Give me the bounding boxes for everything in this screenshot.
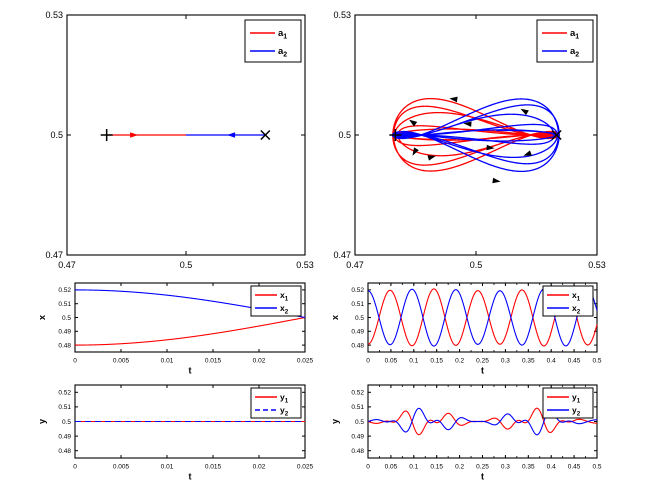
svg-text:0.35: 0.35 [522,358,535,365]
svg-text:0.15: 0.15 [430,358,443,365]
svg-text:y: y [37,419,47,424]
svg-text:y: y [330,419,340,424]
svg-text:0.47: 0.47 [58,260,76,270]
svg-text:0.5: 0.5 [592,464,601,471]
svg-text:0.2: 0.2 [455,358,464,365]
svg-text:0.25: 0.25 [476,464,489,471]
svg-text:0.49: 0.49 [58,329,71,336]
svg-text:0.47: 0.47 [346,260,364,270]
svg-text:x: x [37,315,47,320]
svg-text:t: t [189,472,192,482]
svg-text:0.48: 0.48 [351,342,364,349]
svg-text:0.015: 0.015 [205,464,222,471]
svg-text:a1: a1 [278,28,287,41]
svg-text:0.51: 0.51 [351,301,364,308]
svg-text:0.5: 0.5 [180,260,193,270]
svg-text:0.4: 0.4 [547,358,556,365]
svg-text:x1: x1 [572,290,581,303]
svg-text:0.5: 0.5 [62,419,71,426]
svg-text:x: x [330,315,340,320]
svg-text:0.005: 0.005 [113,464,130,471]
svg-text:0.48: 0.48 [58,342,71,349]
svg-text:0.53: 0.53 [296,260,314,270]
svg-text:0.4: 0.4 [547,464,556,471]
svg-text:0.5: 0.5 [355,315,364,322]
svg-text:0.3: 0.3 [501,464,510,471]
svg-text:0.52: 0.52 [351,287,364,294]
svg-text:0.45: 0.45 [568,358,581,365]
svg-text:a2: a2 [278,46,287,59]
svg-text:0.025: 0.025 [297,464,314,471]
svg-text:0: 0 [366,358,370,365]
svg-text:0.53: 0.53 [333,10,351,20]
svg-text:0.47: 0.47 [333,250,351,260]
svg-text:0.5: 0.5 [470,260,483,270]
svg-text:y2: y2 [572,405,581,418]
chart-y-vs-t-short: 0 0.005 0.01 0.015 0.02 0.025 0.48 0.49 0.5 0.51 0… [37,384,314,482]
svg-text:0.35: 0.35 [522,464,535,471]
svg-text:0.015: 0.015 [205,358,222,365]
svg-text:0: 0 [366,464,370,471]
svg-text:0.01: 0.01 [161,464,174,471]
svg-text:0.15: 0.15 [430,464,443,471]
chart-x-vs-t-long: 0 0.05 0.1 0.15 0.2 0.25 0.3 0.35 0.4 0.45 0.5 0.48… [330,282,602,376]
svg-text:0.51: 0.51 [351,404,364,411]
svg-text:a2: a2 [570,46,579,59]
svg-text:0.49: 0.49 [58,433,71,440]
svg-text:0.52: 0.52 [351,390,364,397]
svg-text:0.3: 0.3 [501,358,510,365]
svg-text:y1: y1 [280,392,289,405]
svg-text:0: 0 [73,358,77,365]
svg-text:0.52: 0.52 [58,390,71,397]
svg-text:0.1: 0.1 [409,358,418,365]
svg-text:0.005: 0.005 [113,358,130,365]
svg-text:y1: y1 [572,392,581,405]
chart-x-vs-t-short: 0 0.005 0.01 0.015 0.02 0.025 0.48 0.49 0.5 0.51 0… [37,282,314,376]
svg-text:0.5: 0.5 [50,130,63,140]
svg-text:x1: x1 [280,290,289,303]
svg-text:0.48: 0.48 [58,448,71,455]
svg-text:0.49: 0.49 [351,329,364,336]
svg-text:0.49: 0.49 [351,433,364,440]
svg-text:0: 0 [73,464,77,471]
svg-text:0.48: 0.48 [351,448,364,455]
svg-text:x2: x2 [280,303,289,316]
svg-text:0.5: 0.5 [62,315,71,322]
svg-text:0.02: 0.02 [253,358,266,365]
svg-text:x2: x2 [572,303,581,316]
svg-text:0.05: 0.05 [385,358,398,365]
svg-text:a1: a1 [570,28,579,41]
svg-text:0.5: 0.5 [338,130,351,140]
svg-text:0.2: 0.2 [455,464,464,471]
svg-text:y2: y2 [280,405,289,418]
svg-text:0.47: 0.47 [45,250,63,260]
svg-text:0.25: 0.25 [476,358,489,365]
svg-text:0.51: 0.51 [58,301,71,308]
svg-text:0.01: 0.01 [161,358,174,365]
chart-y-vs-t-long: 0 0.05 0.1 0.15 0.2 0.25 0.3 0.35 0.4 0.45 0.5 0.48… [330,384,602,482]
svg-text:0.52: 0.52 [58,287,71,294]
svg-text:0.05: 0.05 [385,464,398,471]
svg-text:0.53: 0.53 [45,10,63,20]
svg-text:0.53: 0.53 [588,260,606,270]
chart-phase-trajectories-long: 0.47 0.5 0.53 0.47 0.5 0.53 a1 a2 [333,10,605,270]
chart-phase-trajectories-short: 0.47 0.5 0.53 0.47 0.5 0.53 a1 a2 [45,10,313,270]
svg-text:0.025: 0.025 [297,358,314,365]
svg-text:t: t [481,366,484,376]
svg-text:0.5: 0.5 [355,419,364,426]
svg-text:0.45: 0.45 [568,464,581,471]
svg-text:0.5: 0.5 [592,358,601,365]
svg-text:0.51: 0.51 [58,404,71,411]
svg-text:0.1: 0.1 [409,464,418,471]
svg-text:0.02: 0.02 [253,464,266,471]
svg-text:t: t [189,366,192,376]
svg-text:t: t [481,472,484,482]
